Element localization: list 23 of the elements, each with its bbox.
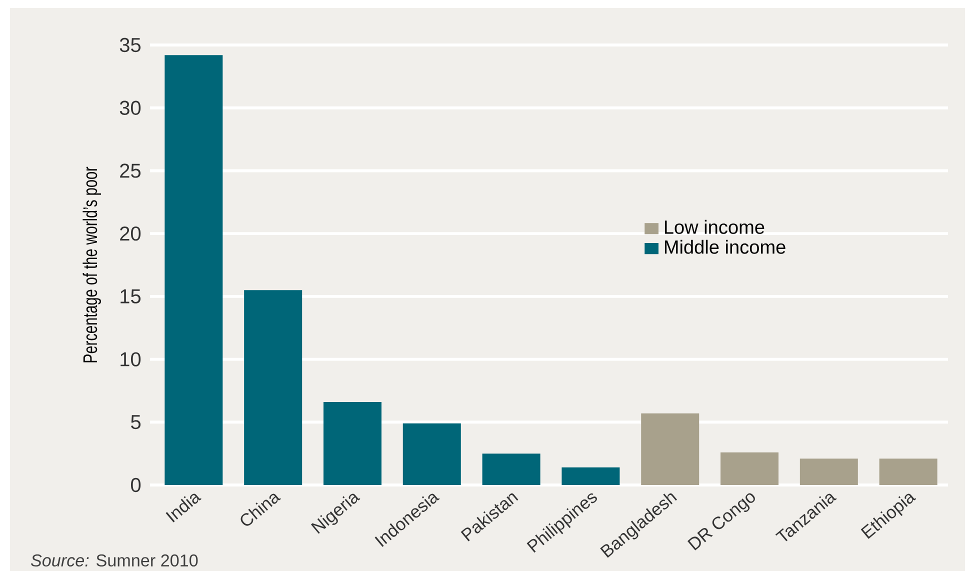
y-tick-label: 10 <box>120 352 141 366</box>
y-tick-label: 30 <box>120 100 141 115</box>
y-tick-label: 35 <box>120 38 141 52</box>
x-tick-label: India <box>166 494 202 522</box>
text: Source: Sumner 2010 <box>30 554 198 566</box>
bar <box>800 458 858 485</box>
y-tick-label: 25 <box>120 164 141 178</box>
y-tick-label: 20 <box>120 226 141 241</box>
bar <box>482 454 540 485</box>
bar <box>244 290 302 485</box>
legend-label: Low income <box>664 220 764 234</box>
bar <box>720 452 779 485</box>
legend-label: Middle income <box>664 240 786 254</box>
y-axis-title: Percentage of the world’s poor <box>82 166 102 362</box>
y-tick-label: 15 <box>120 289 141 304</box>
y-tick-label: 0 <box>131 478 141 492</box>
bar <box>879 458 938 485</box>
bar <box>562 467 620 485</box>
bar <box>323 402 382 485</box>
bar <box>164 55 223 485</box>
bar <box>641 413 700 485</box>
bar <box>402 423 461 485</box>
y-tick-label: 5 <box>131 415 141 430</box>
